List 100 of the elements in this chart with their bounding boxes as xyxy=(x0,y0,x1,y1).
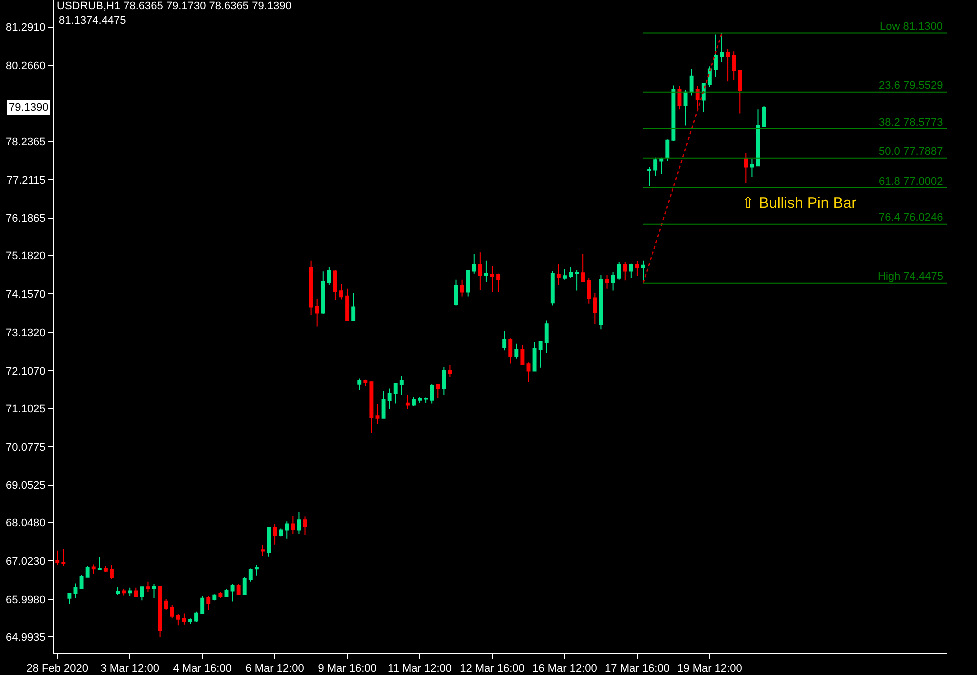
text: 81.1374.4475 xyxy=(59,15,126,27)
candlestick xyxy=(605,274,610,290)
x-tick-label: 19 Mar 12:00 xyxy=(678,663,742,675)
candlestick xyxy=(412,396,416,407)
candlestick xyxy=(140,586,144,602)
y-tick-label: 71.1025 xyxy=(6,403,46,416)
candlestick xyxy=(152,584,156,599)
candlestick xyxy=(587,278,592,304)
y-tick-label: 65.9980 xyxy=(6,594,46,606)
candlestick xyxy=(538,341,543,368)
y-tick-label: 77.2115 xyxy=(6,174,46,187)
x-tick-label: 28 Feb 2020 xyxy=(26,663,89,675)
candlestick xyxy=(599,274,604,330)
x-tick-label: 4 Mar 16:00 xyxy=(173,663,232,675)
candlestick xyxy=(738,70,742,114)
candlestick xyxy=(230,584,235,602)
candlestick xyxy=(297,512,302,534)
candlestick xyxy=(478,252,482,291)
candlestick xyxy=(200,596,205,615)
y-tick-label: 73.1320 xyxy=(6,327,46,340)
candlestick xyxy=(86,566,90,578)
candlestick xyxy=(611,272,616,292)
candlestick xyxy=(261,544,265,557)
candlestick xyxy=(581,254,586,284)
candlestick xyxy=(254,564,259,576)
candlestick xyxy=(406,395,410,410)
candlestick xyxy=(575,270,580,292)
candlestick xyxy=(532,342,537,372)
candlestick xyxy=(720,32,724,63)
y-tick-label: 81.2910 xyxy=(6,22,46,34)
y-tick-label: 68.0480 xyxy=(6,518,46,530)
candlestick xyxy=(654,157,658,177)
candlestick xyxy=(182,613,186,626)
candlestick xyxy=(98,556,102,570)
candlestick xyxy=(303,516,308,536)
candlestick xyxy=(744,152,748,184)
candlestick xyxy=(520,344,525,366)
candlestick xyxy=(672,85,676,142)
candlestick xyxy=(352,292,356,322)
candlestick xyxy=(273,524,278,546)
candlestick xyxy=(484,260,488,284)
candlestick xyxy=(762,106,766,128)
candlestick xyxy=(340,284,344,300)
candlestick xyxy=(750,158,754,178)
x-tick-label: 12 Mar 16:00 xyxy=(460,663,525,675)
candlestick xyxy=(442,366,446,396)
candlestick xyxy=(164,598,168,610)
candlestick xyxy=(80,574,84,590)
candlestick xyxy=(248,568,253,582)
candlestick xyxy=(623,261,628,282)
y-tick-label: 76.1865 xyxy=(6,213,46,226)
candlestick xyxy=(648,166,652,186)
candlestick xyxy=(635,260,640,278)
y-tick-label: 70.0775 xyxy=(6,442,46,454)
candlestick xyxy=(400,376,404,396)
candlestick xyxy=(170,604,174,620)
x-tick-label: 16 Mar 12:00 xyxy=(532,663,598,675)
y-tick-label: 75.1820 xyxy=(6,250,46,263)
candlestick xyxy=(424,397,428,404)
candlestick xyxy=(490,266,494,293)
x-tick-label: 17 Mar 16:00 xyxy=(605,663,670,675)
annotation: ⇧ Bullish Pin Bar xyxy=(742,195,857,212)
candlestick xyxy=(279,528,284,538)
ref-line-label: High 74.4475 xyxy=(878,271,944,283)
candlestick xyxy=(436,384,440,400)
candlestick xyxy=(346,288,350,322)
candlestick xyxy=(418,396,422,404)
candlestick xyxy=(285,521,290,540)
candlestick xyxy=(358,378,362,391)
candlestick xyxy=(696,86,700,112)
ref-line-label: 76.4 76.0246 xyxy=(879,212,944,224)
candlestick xyxy=(122,588,126,596)
ref-line-label: 50.0 77.7887 xyxy=(879,146,944,158)
candlestick xyxy=(690,68,694,96)
candlestick xyxy=(327,267,332,286)
x-tick-label: 6 Mar 12:00 xyxy=(246,663,304,675)
candlestick xyxy=(194,611,199,623)
candlestick xyxy=(309,260,314,316)
candlestick xyxy=(218,592,223,598)
candlestick xyxy=(116,586,120,596)
candlestick xyxy=(563,268,567,280)
y-tick-label: 67.0230 xyxy=(6,556,46,568)
candlestick xyxy=(684,90,688,126)
candlestick xyxy=(158,586,162,638)
candlestick xyxy=(430,384,434,404)
ref-line-label: Low 81.1300 xyxy=(880,21,943,33)
candlestick xyxy=(68,593,72,605)
candlestick xyxy=(370,380,374,434)
y-tick-label: 69.0525 xyxy=(6,480,46,492)
y-tick-label: 74.1570 xyxy=(6,289,46,302)
candlestick xyxy=(502,331,507,352)
candlestick xyxy=(74,583,78,598)
y-tick-label: 72.1070 xyxy=(6,366,46,378)
candlestick xyxy=(514,343,519,360)
y-tick-label: 64.9935 xyxy=(6,632,46,644)
candlestick xyxy=(146,581,150,592)
candlestick xyxy=(212,594,217,602)
candlestick xyxy=(556,264,561,286)
candlestick xyxy=(242,576,247,596)
x-tick-label: 3 Mar 12:00 xyxy=(100,663,160,675)
